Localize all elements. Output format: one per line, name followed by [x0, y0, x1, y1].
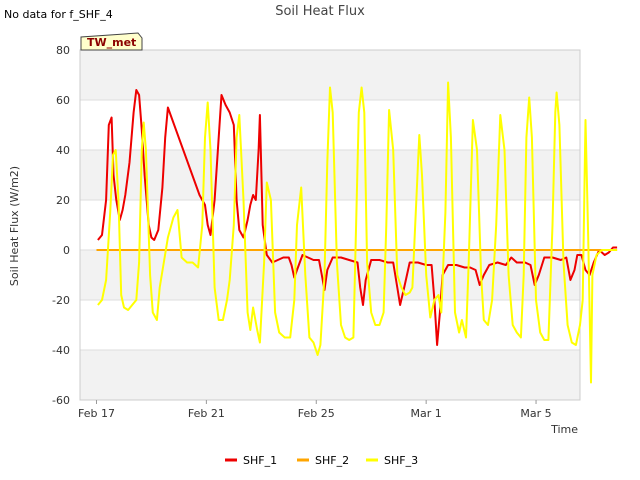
y-tick-label: 80	[56, 44, 70, 57]
legend-label: SHF_3	[384, 454, 418, 467]
series-layer	[96, 81, 618, 384]
y-tick-label: 40	[56, 144, 70, 157]
y-tick-label: -40	[52, 344, 70, 357]
plot-band	[80, 350, 580, 400]
y-tick-labels: -60 -40 -20 0 20 40 60 80	[52, 44, 70, 407]
legend: SHF_1 SHF_2 SHF_3	[225, 454, 418, 467]
y-tick-label: 0	[63, 244, 70, 257]
x-tick-labels: Feb 17 Feb 21 Feb 25 Mar 1 Mar 5	[78, 400, 552, 420]
x-tick-label: Mar 5	[520, 407, 551, 420]
site-badge: TW_met	[80, 32, 143, 51]
y-axis-label: Soil Heat Flux (W/m2)	[8, 166, 21, 286]
badge-label: TW_met	[87, 36, 136, 49]
plot-bands	[80, 50, 580, 400]
legend-label: SHF_1	[243, 454, 277, 467]
y-tick-label: -60	[52, 394, 70, 407]
no-data-note: No data for f_SHF_4	[4, 8, 113, 21]
series-line-shf-3	[97, 81, 618, 384]
x-tick-label: Feb 25	[298, 407, 335, 420]
y-tick-label: -20	[52, 294, 70, 307]
y-tick-label: 20	[56, 194, 70, 207]
badge-tag-icon	[80, 32, 143, 51]
x-tick-label: Feb 17	[78, 407, 115, 420]
x-tick-label: Feb 21	[188, 407, 225, 420]
plot-band	[80, 250, 580, 300]
x-axis-label: Time	[550, 423, 578, 436]
x-tick-label: Mar 1	[411, 407, 442, 420]
chart-title: Soil Heat Flux	[275, 4, 365, 19]
y-tick-label: 60	[56, 94, 70, 107]
plot-frame	[79, 49, 581, 401]
legend-label: SHF_2	[315, 454, 349, 467]
